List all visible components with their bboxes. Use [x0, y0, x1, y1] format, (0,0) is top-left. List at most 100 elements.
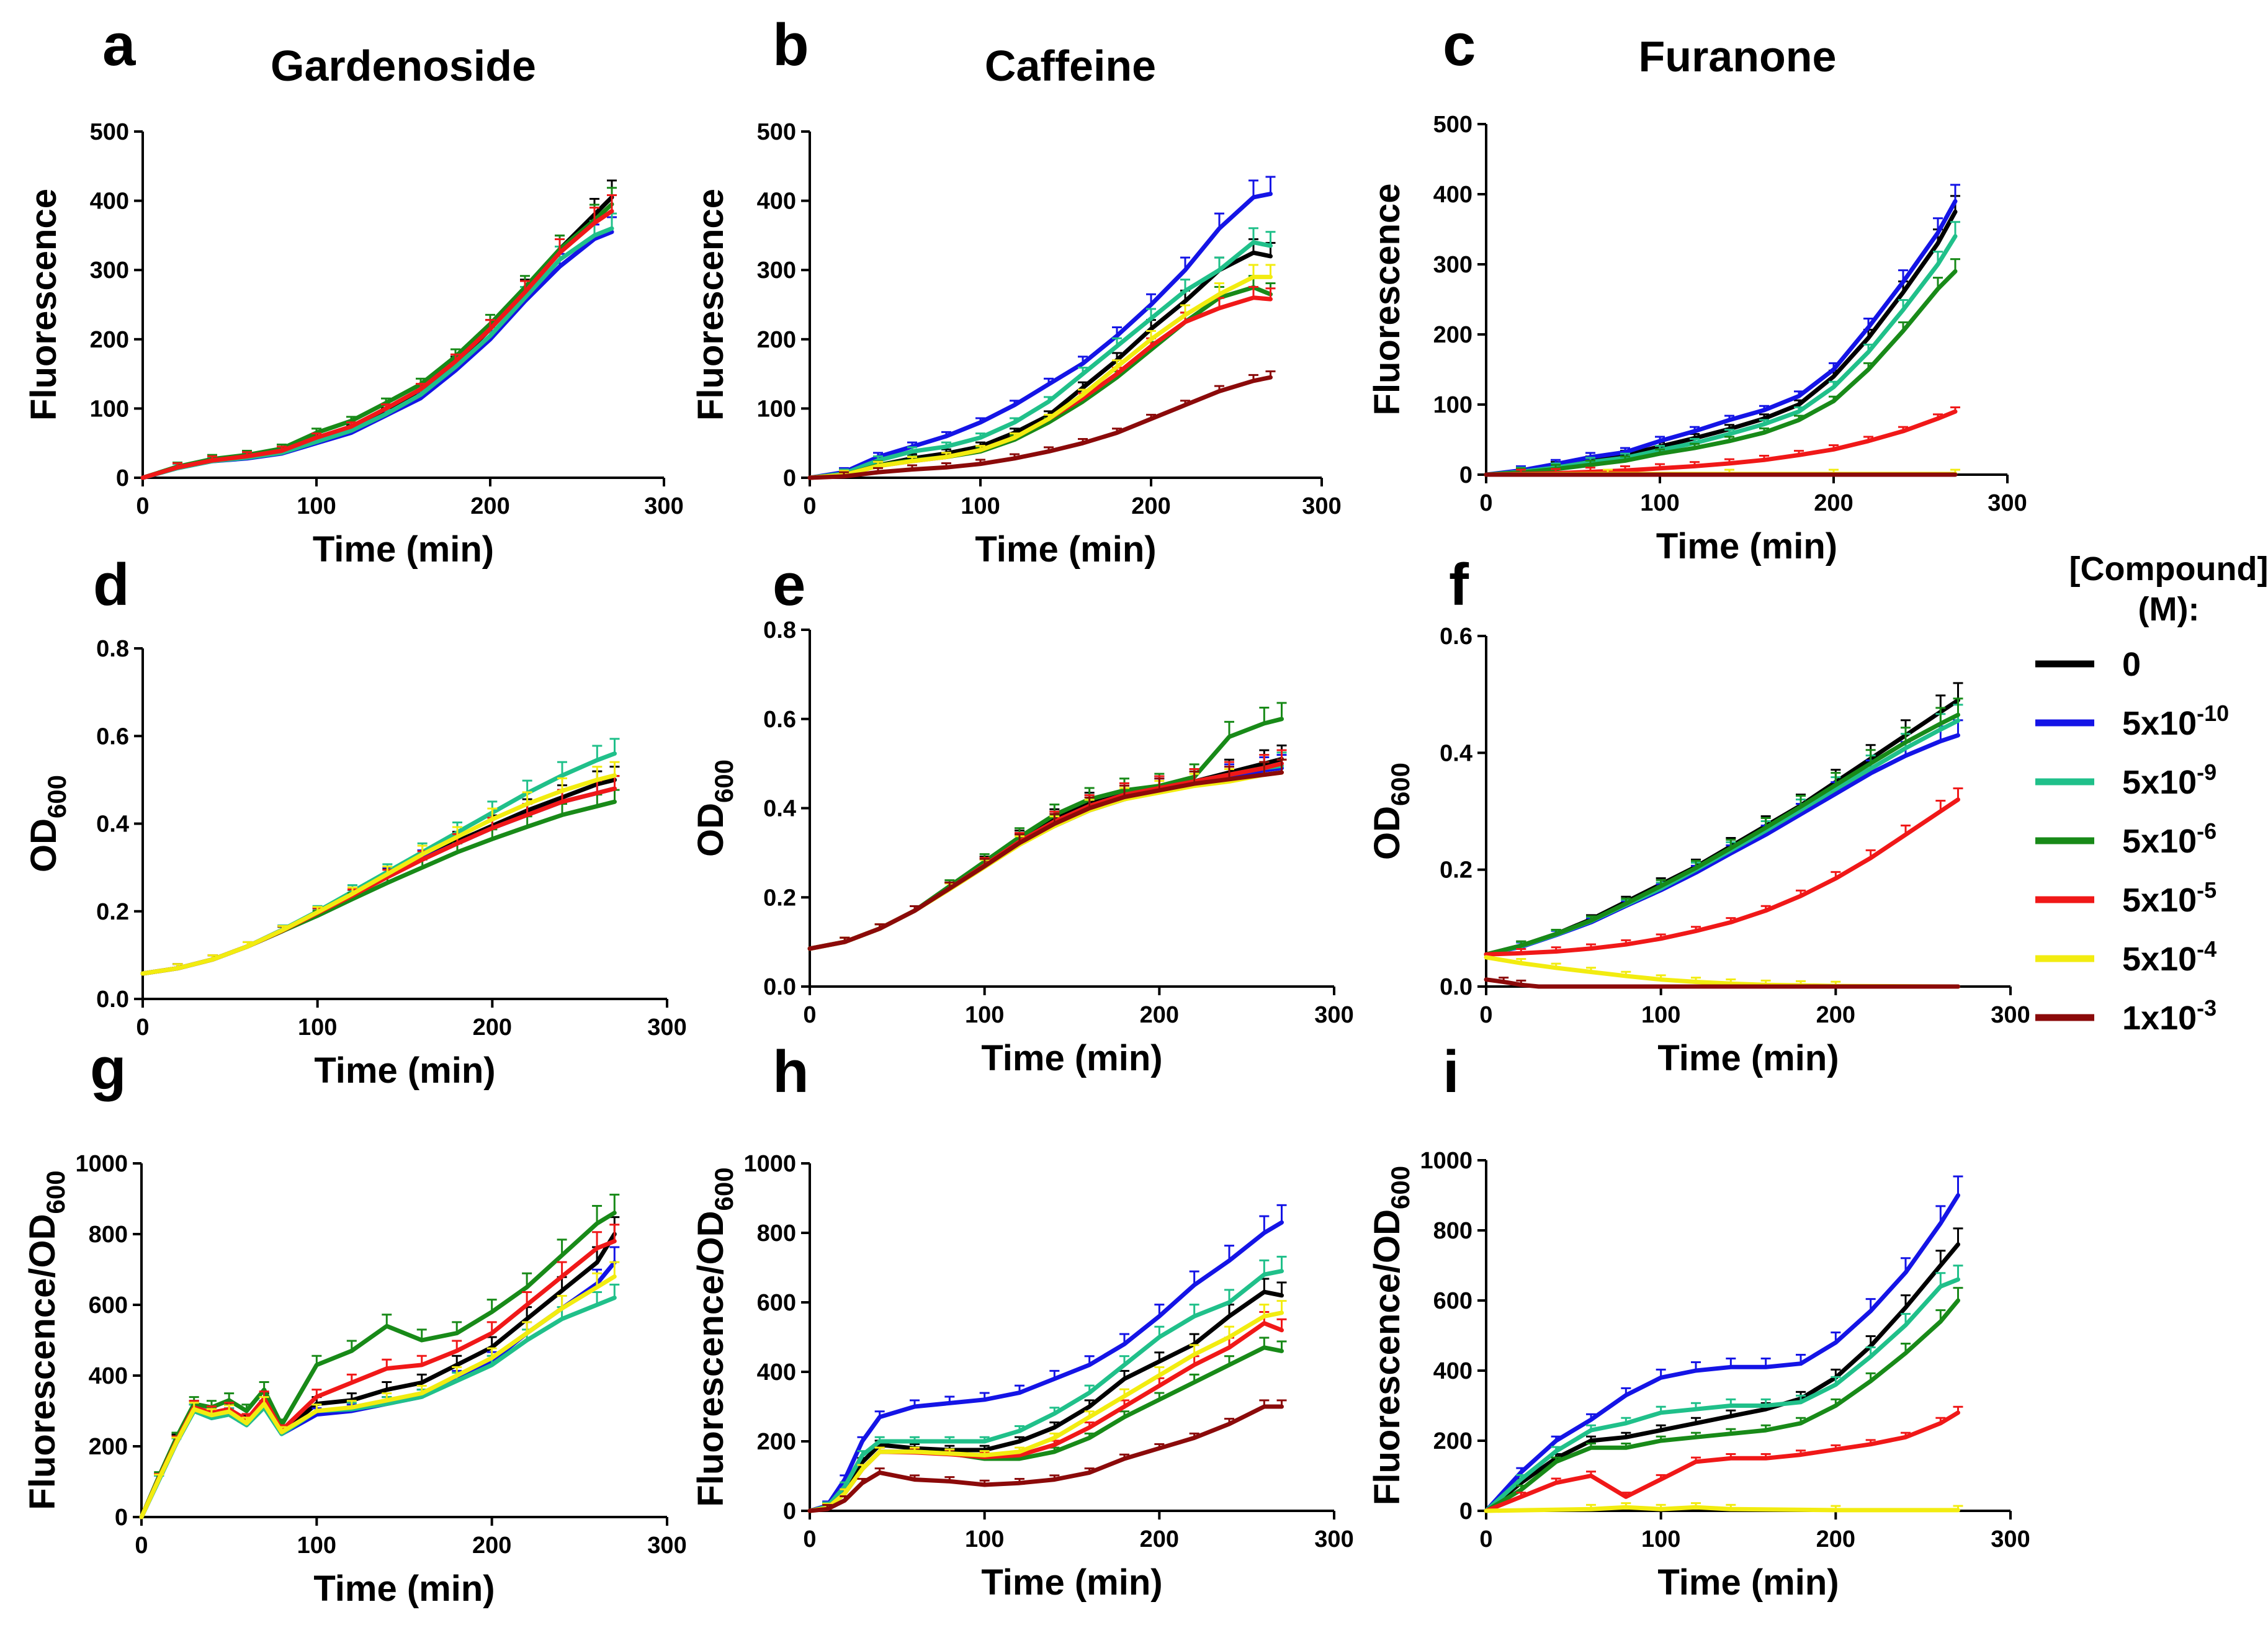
- series-line-5x10-10: [1484, 199, 1958, 477]
- legend-label-base: 5x10: [2122, 764, 2197, 801]
- column-title-caffeine: Caffeine: [985, 42, 1156, 90]
- y-axis-title-subscript: 600: [709, 759, 738, 803]
- y-tick-label: 600: [757, 1290, 796, 1316]
- series-line-5x10-4: [807, 1310, 1284, 1513]
- x-tick-label: 200: [1131, 493, 1170, 519]
- x-axis-title: Time (min): [981, 1562, 1162, 1603]
- y-axis-title-main: Fluorescence/OD: [1367, 1209, 1407, 1505]
- x-tick-label: 200: [473, 1014, 512, 1041]
- x-tick-label: 100: [297, 1533, 336, 1559]
- legend-entry: 1x10-3: [2035, 995, 2216, 1037]
- x-tick-label: 100: [1641, 1002, 1680, 1028]
- legend-label-exponent: -9: [2197, 759, 2216, 785]
- y-axis-title-subscript: 600: [1386, 1166, 1415, 1209]
- column-title-gardenoside: Gardenoside: [271, 42, 536, 90]
- y-axis-title: Fluorescence: [24, 189, 64, 421]
- y-tick-label: 0: [1459, 462, 1472, 488]
- x-tick-label: 0: [803, 1002, 816, 1028]
- y-tick-label: 0: [1459, 1498, 1472, 1524]
- x-tick-label: 200: [1816, 1526, 1855, 1552]
- y-tick-label: 400: [89, 1363, 128, 1389]
- y-tick-label: 800: [89, 1222, 128, 1248]
- y-tick-label: 0: [115, 1505, 128, 1531]
- y-tick-label: 300: [1433, 252, 1472, 278]
- x-axis-title: Time (min): [1657, 1038, 1839, 1078]
- chart-panel-h: 0 100 200 300 0 200 400 600 800 1000 Time (min) Flu…: [691, 1151, 1354, 1603]
- x-tick-label: 100: [1641, 1526, 1680, 1552]
- x-tick-label: 200: [1814, 490, 1853, 516]
- series-line-5x10-6: [1484, 712, 1960, 957]
- legend-label: 0: [2122, 646, 2141, 683]
- chart-panel-e: 0 100 200 300 0.0 0.2 0.4 0.6 0.8 Time (min) OD600: [691, 617, 1354, 1078]
- y-tick-label: 200: [1433, 322, 1472, 348]
- y-axis-title-main: Fluorescence/OD: [691, 1211, 731, 1507]
- y-axis-title-subscript: 600: [709, 1167, 738, 1211]
- legend-label: 5x10-10: [2122, 701, 2229, 742]
- y-tick-label: 300: [757, 257, 796, 284]
- panel-letter-a: a: [102, 12, 136, 78]
- chart-panel-b: 0 100 200 300 0 100 200 300 400 500 Time (min) Fluo…: [691, 119, 1342, 570]
- legend-label-exponent: -6: [2197, 818, 2216, 844]
- legend-title-line2: (M):: [2138, 591, 2200, 628]
- x-tick-label: 300: [1314, 1002, 1353, 1028]
- y-tick-label: 200: [89, 1434, 128, 1460]
- x-axis-title: Time (min): [1656, 526, 1837, 566]
- series-line-0: [807, 1289, 1284, 1513]
- y-tick-label: 500: [757, 119, 796, 145]
- x-tick-label: 100: [961, 493, 1000, 519]
- series-line-5x10-4: [140, 773, 617, 976]
- series-line-0: [1484, 1242, 1960, 1513]
- x-tick-label: 300: [644, 493, 683, 519]
- panel-letter-d: d: [93, 552, 130, 618]
- x-tick-label: 0: [803, 493, 816, 519]
- chart-panel-c: 0 100 200 300 0 100 200 300 400 500 Time (min) Fluo…: [1367, 112, 2027, 566]
- y-tick-label: 1000: [743, 1151, 796, 1177]
- panel-letter-i: i: [1443, 1039, 1459, 1105]
- series-5x10-6: [1484, 1287, 1963, 1513]
- series-line-1x10-3: [807, 1404, 1284, 1513]
- legend-entry: 0: [2035, 646, 2141, 683]
- x-tick-label: 300: [1302, 493, 1341, 519]
- series-line-5x10-6: [1484, 269, 1958, 477]
- chart-panel-a: 0 100 200 300 0 100 200 300 400 500 Time (min) Fluo…: [24, 119, 684, 570]
- y-tick-label: 200: [1433, 1428, 1472, 1454]
- series-line-5x10-5: [1484, 1410, 1960, 1513]
- legend-entry: 5x10-4: [2035, 936, 2216, 978]
- series-5x10-5: [1484, 1405, 1963, 1513]
- y-tick-label: 300: [90, 257, 129, 284]
- x-tick-label: 300: [1991, 1526, 2030, 1552]
- series-5x10-10: [807, 1204, 1287, 1513]
- legend-entry: 5x10-6: [2035, 818, 2216, 860]
- y-tick-label: 400: [757, 1359, 796, 1386]
- series-5x10-4: [807, 1300, 1287, 1513]
- panel-letter-f: f: [1449, 552, 1469, 618]
- series-5x10-4: [139, 1261, 620, 1520]
- y-tick-label: 200: [90, 327, 129, 353]
- y-axis-title-main: OD: [24, 818, 64, 872]
- y-axis-title: Fluorescence/OD600: [1367, 1166, 1415, 1505]
- y-axis-title: Fluorescence/OD600: [691, 1167, 738, 1506]
- series-5x10-6: [1484, 697, 1963, 957]
- y-tick-label: 100: [90, 396, 129, 422]
- legend-label-base: 5x10: [2122, 882, 2197, 919]
- panel-letter-b: b: [773, 12, 809, 78]
- legend-title-line1: [Compound]: [2069, 550, 2268, 588]
- y-tick-label: 500: [90, 119, 129, 145]
- series-5x10-9: [1484, 1265, 1963, 1513]
- y-axis-title: OD600: [1367, 763, 1415, 860]
- series-line-5x10-10: [807, 1220, 1284, 1513]
- chart-panel-i: 0 100 200 300 0 200 400 600 800 1000 Time (min) Flu…: [1367, 1148, 2030, 1603]
- series-5x10-6: [1484, 258, 1960, 477]
- series-5x10-4: [807, 264, 1276, 480]
- x-tick-label: 0: [136, 493, 149, 519]
- y-tick-label: 0.0: [763, 974, 796, 1000]
- y-tick-label: 800: [757, 1220, 796, 1247]
- y-tick-label: 0.0: [1440, 974, 1472, 1000]
- x-tick-label: 300: [1988, 490, 2027, 516]
- series-line-5x10-5: [1484, 797, 1960, 957]
- chart-panel-g: 0 100 200 300 0 200 400 600 800 1000 Time (min) Flu…: [22, 1151, 687, 1609]
- series-5x10-9: [807, 227, 1276, 480]
- series-line-5x10-10: [1484, 1193, 1960, 1513]
